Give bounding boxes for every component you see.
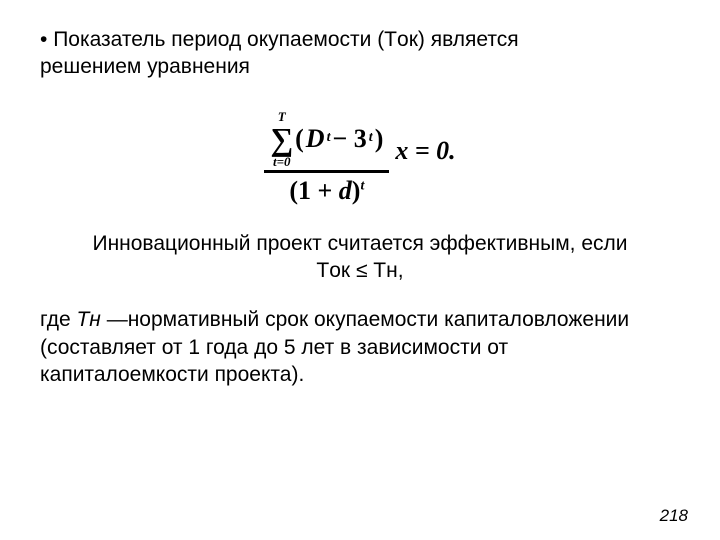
num-sub1: t [327,130,331,147]
formula-numerator: T ∑ t=0 (Dt − 3t) [264,97,389,168]
explanation-paragraph: где Tн —нормативный срок окупаемости кап… [40,306,680,388]
formula-tail: x = 0. [395,136,455,166]
num-minus: − 3 [332,123,366,154]
slide-page: • Показатель период окупаемости (Tок) яв… [0,0,720,540]
formula-container: T ∑ t=0 (Dt − 3t) (1 + d)t x = 0. [40,97,680,206]
intro-line2: решением уравнения [40,55,250,78]
condition-paragraph: Инновационный проект считается эффективн… [40,230,680,285]
intro-line1: Показатель период окупаемости (Tок) явля… [53,28,518,51]
den-open: (1 + [289,176,338,205]
formula-denominator: (1 + d)t [283,175,370,206]
num-open: ( [295,123,304,154]
formula-fraction: T ∑ t=0 (Dt − 3t) (1 + d)t [264,97,389,206]
sigma-icon: T ∑ t=0 [270,110,293,168]
num-D: D [306,123,325,154]
exp-tn: Tн [76,308,100,331]
formula: T ∑ t=0 (Dt − 3t) (1 + d)t x = 0. [264,97,455,206]
den-d: d [339,176,352,205]
bullet: • [40,28,53,51]
intro-paragraph: • Показатель период окупаемости (Tок) яв… [40,26,680,81]
exp-a: где [40,308,76,331]
den-sup: t [360,178,364,193]
sum-lower: t=0 [273,155,291,168]
exp-b: —нормативный срок окупаемости капиталовл… [40,308,629,386]
num-close: ) [375,123,384,154]
sigma-symbol: ∑ [270,123,293,155]
fraction-bar [264,170,389,173]
page-number: 218 [660,506,688,526]
cond-line1: Инновационный проект считается эффективн… [92,232,627,255]
num-sub2: t [369,130,373,147]
cond-line2: Tок ≤ Tн, [316,259,403,282]
